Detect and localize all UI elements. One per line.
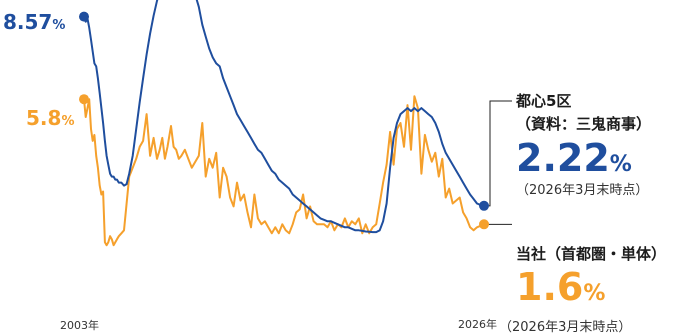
point-marker-company-end (479, 219, 489, 230)
orange-series-name: 当社（首都圏・単体） (516, 245, 667, 263)
leader-line-toshin-5ku (484, 100, 512, 207)
series-line-company (83, 95, 485, 247)
orange-end-date-note: （2026年3月末時点） (499, 320, 632, 335)
x-tick-label-end: 2026年 (458, 318, 497, 331)
point-marker-toshin-5ku-start (79, 11, 89, 22)
blue-end-date-note: （2026年3月末時点） (516, 182, 649, 198)
marker-layer (79, 11, 489, 230)
series-layer (83, 0, 485, 247)
point-marker-company-start (79, 94, 89, 105)
blue-series-source: （資料：三鬼商事） (516, 114, 652, 133)
point-marker-toshin-5ku-end (479, 200, 489, 211)
orange-start-label: 5.8% (26, 106, 75, 130)
orange-end-value: 1.6% (516, 264, 606, 309)
blue-start-label: 8.57% (3, 10, 66, 34)
blue-series-annotation: 都心5区 （資料：三鬼商事） 2.22% （2026年3月末時点） (516, 90, 651, 198)
blue-end-value: 2.22% (516, 136, 632, 180)
blue-series-name: 都心5区 (516, 92, 572, 110)
x-tick-label-start: 2003年 (60, 319, 99, 332)
orange-series-annotation: 当社（首都圏・単体） 1.6% （2026年3月末時点） (499, 243, 667, 335)
series-line-toshin-5ku (83, 0, 485, 234)
